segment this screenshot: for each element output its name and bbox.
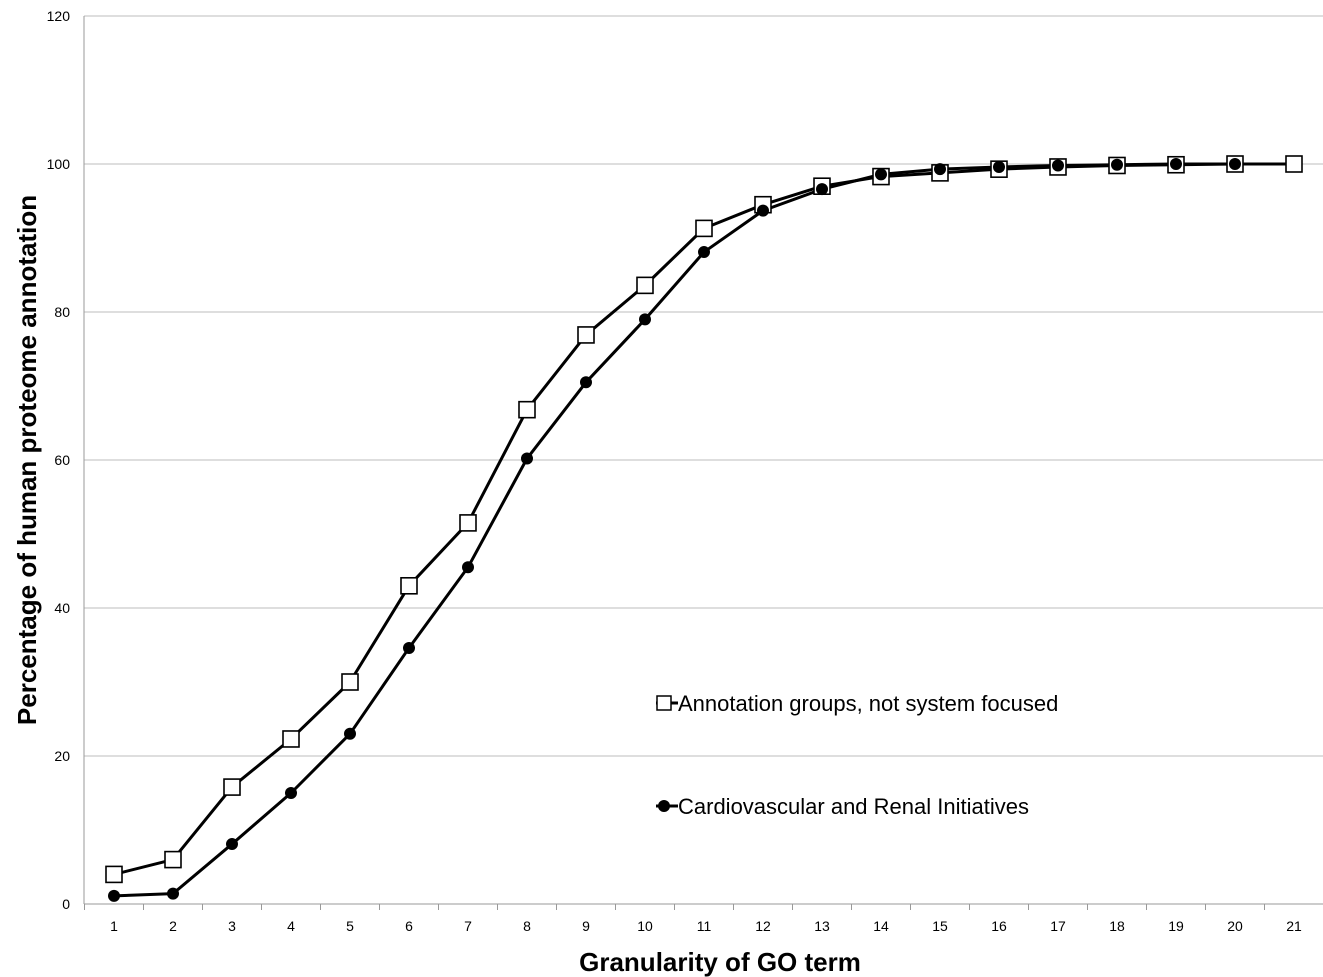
- x-tick-label: 18: [1109, 918, 1125, 934]
- data-point-square: [637, 277, 653, 293]
- data-point-circle: [521, 453, 533, 465]
- data-point-circle: [403, 642, 415, 654]
- data-point-square: [460, 515, 476, 531]
- data-point-circle: [1111, 159, 1123, 171]
- legend-circle-marker: [658, 800, 670, 812]
- data-point-square: [106, 866, 122, 882]
- x-tick-label: 17: [1050, 918, 1066, 934]
- data-point-circle: [757, 205, 769, 217]
- x-tick-label: 15: [932, 918, 948, 934]
- data-point-circle: [285, 787, 297, 799]
- x-tick-label: 19: [1168, 918, 1184, 934]
- x-tick-label: 1: [110, 918, 118, 934]
- y-tick-label: 120: [47, 8, 71, 24]
- x-tick-label: 2: [169, 918, 177, 934]
- series-layer: [106, 156, 1302, 902]
- series-line-0: [114, 164, 1294, 874]
- y-tick-label: 40: [54, 600, 70, 616]
- y-tick-labels: 0 20 40 60 80 100 120: [47, 8, 71, 912]
- data-point-circle: [1170, 158, 1182, 170]
- legend-label-annotation-groups: Annotation groups, not system focused: [678, 691, 1058, 716]
- data-point-circle: [934, 163, 946, 175]
- legend-item-cardiovascular-renal: Cardiovascular and Renal Initiatives: [656, 794, 1029, 819]
- x-tick-labels: 1 2 3 4 5 6 7 8 9 10 11 12 13 14 15 16 17 18 19 20 21: [85, 904, 1323, 934]
- data-point-circle: [108, 890, 120, 902]
- y-tick-label: 20: [54, 748, 70, 764]
- y-tick-label: 80: [54, 304, 70, 320]
- data-point-circle: [226, 838, 238, 850]
- data-point-circle: [639, 313, 651, 325]
- data-point-circle: [344, 728, 356, 740]
- legend-label-cardiovascular-renal: Cardiovascular and Renal Initiatives: [678, 794, 1029, 819]
- y-axis-title: Percentage of human proteome annotation: [12, 195, 42, 725]
- gridlines: [84, 16, 1323, 756]
- x-tick-label: 5: [346, 918, 354, 934]
- legend: Annotation groups, not system focused Ca…: [656, 691, 1058, 819]
- x-tick-label: 12: [755, 918, 771, 934]
- data-point-square: [578, 327, 594, 343]
- data-point-square: [165, 852, 181, 868]
- legend-square-marker: [657, 696, 671, 710]
- x-tick-label: 6: [405, 918, 413, 934]
- x-axis-title: Granularity of GO term: [579, 947, 861, 977]
- series-line-1: [114, 164, 1235, 896]
- data-point-circle: [1052, 159, 1064, 171]
- data-point-circle: [580, 376, 592, 388]
- data-point-square: [401, 578, 417, 594]
- x-tick-label: 21: [1286, 918, 1302, 934]
- x-tick-label: 13: [814, 918, 830, 934]
- data-point-circle: [875, 168, 887, 180]
- x-tick-label: 8: [523, 918, 531, 934]
- x-tick-label: 7: [464, 918, 472, 934]
- x-tick-label: 16: [991, 918, 1007, 934]
- data-point-circle: [462, 561, 474, 573]
- data-point-square: [519, 402, 535, 418]
- y-tick-label: 0: [62, 896, 70, 912]
- data-point-circle: [993, 161, 1005, 173]
- x-tick-label: 3: [228, 918, 236, 934]
- data-point-square: [1286, 156, 1302, 172]
- x-tick-label: 14: [873, 918, 889, 934]
- data-point-circle: [1229, 158, 1241, 170]
- x-tick-label: 4: [287, 918, 295, 934]
- x-tick-label: 11: [697, 918, 712, 934]
- data-point-circle: [816, 183, 828, 195]
- data-point-circle: [698, 246, 710, 258]
- x-tick-label: 10: [637, 918, 653, 934]
- x-tick-label: 9: [582, 918, 590, 934]
- data-point-square: [224, 779, 240, 795]
- data-point-square: [696, 220, 712, 236]
- y-tick-label: 100: [47, 156, 71, 172]
- y-tick-label: 60: [54, 452, 70, 468]
- data-point-square: [283, 731, 299, 747]
- x-tick-label: 20: [1227, 918, 1243, 934]
- data-point-circle: [167, 888, 179, 900]
- data-point-square: [342, 674, 358, 690]
- legend-item-annotation-groups: Annotation groups, not system focused: [656, 691, 1058, 716]
